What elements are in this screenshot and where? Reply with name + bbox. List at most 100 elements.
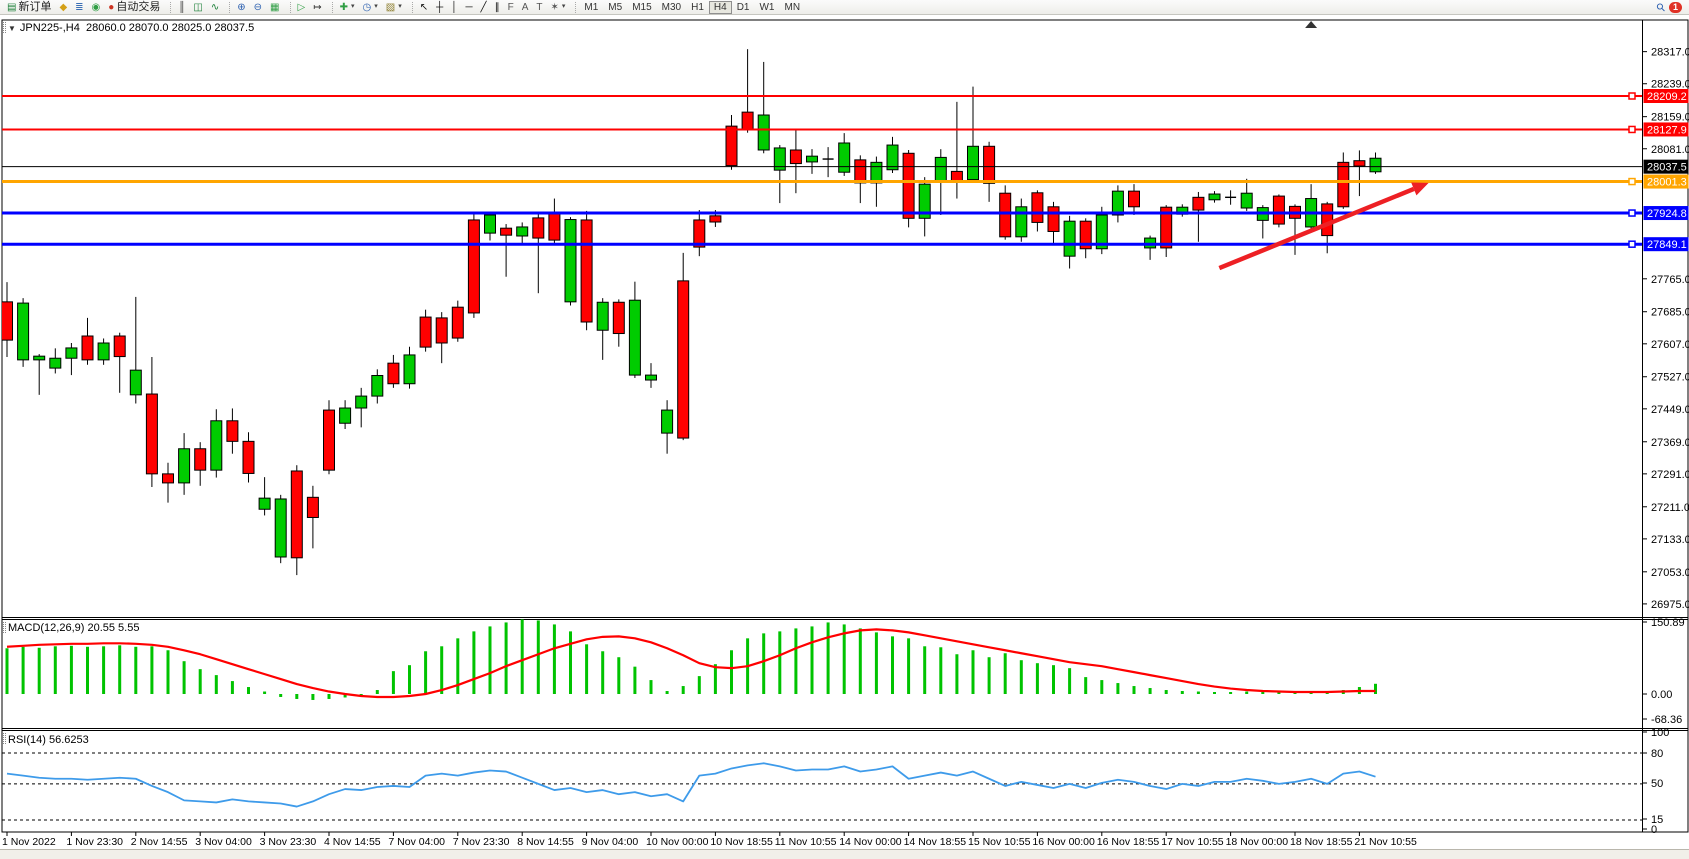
symbol-timeframe-label: JPN225-,H4 bbox=[19, 22, 80, 34]
crosshair-icon: ┼ bbox=[436, 1, 444, 13]
candles bbox=[2, 49, 1382, 576]
svg-text:1 Nov 23:30: 1 Nov 23:30 bbox=[66, 836, 123, 848]
svg-text:14 Nov 18:55: 14 Nov 18:55 bbox=[904, 836, 967, 848]
toolbar-navigator-button[interactable]: ≣ bbox=[71, 1, 87, 14]
svg-text:27053.0: 27053.0 bbox=[1651, 567, 1689, 579]
navigator-icon: ≣ bbox=[75, 1, 84, 13]
toolbar-fibonacci-tool-button[interactable]: F bbox=[504, 1, 518, 14]
timeframe-m5-button[interactable]: M5 bbox=[603, 1, 627, 14]
macd-pane: 150.89 0.00 -68.36 bbox=[5, 617, 1685, 726]
svg-text:100: 100 bbox=[1651, 727, 1669, 739]
timeframe-m30-button[interactable]: M30 bbox=[657, 1, 686, 14]
toolbar-separator bbox=[569, 1, 577, 13]
chart-shift-icon: ↦ bbox=[313, 1, 322, 13]
svg-text:11 Nov 10:55: 11 Nov 10:55 bbox=[775, 836, 837, 848]
zoom-out-icon: ⊖ bbox=[253, 1, 263, 13]
chart-shift-marker[interactable] bbox=[1305, 21, 1318, 28]
horizontal-line-28209.2[interactable]: 28209.2 bbox=[2, 89, 1689, 103]
indicators-list-icon: ✚ bbox=[339, 1, 348, 13]
svg-text:28001.3: 28001.3 bbox=[1647, 177, 1687, 189]
svg-text:16 Nov 00:00: 16 Nov 00:00 bbox=[1032, 836, 1095, 848]
svg-text:26975.0: 26975.0 bbox=[1651, 599, 1689, 611]
symbol-dropdown-icon[interactable]: ▼ bbox=[8, 24, 16, 33]
svg-text:4 Nov 14:55: 4 Nov 14:55 bbox=[324, 836, 381, 848]
trend-line-tool-icon: ╱ bbox=[480, 1, 487, 13]
svg-text:28159.0: 28159.0 bbox=[1651, 112, 1689, 124]
svg-text:10 Nov 00:00: 10 Nov 00:00 bbox=[646, 836, 709, 848]
search-icon[interactable]: ⚲ bbox=[1654, 0, 1669, 15]
notification-badge[interactable]: 1 bbox=[1668, 1, 1682, 13]
toolbar-text-label-tool-button[interactable]: T bbox=[532, 1, 546, 14]
toolbar-market-watch-button[interactable]: ◆ bbox=[55, 1, 71, 14]
toolbar-text-tool-button[interactable]: A bbox=[518, 1, 533, 14]
toolbar-zoom-out-button[interactable]: ⊖ bbox=[250, 1, 266, 14]
toolbar-auto-trading-button[interactable]: ● 自动交易 bbox=[104, 1, 164, 14]
rsi-pane: 100 80 50 150 bbox=[2, 727, 1669, 836]
line-chart-mode-icon: ∿ bbox=[210, 1, 220, 13]
fibonacci-tool-icon: F bbox=[507, 1, 514, 13]
svg-text:14 Nov 00:00: 14 Nov 00:00 bbox=[839, 836, 902, 848]
time-axis[interactable]: 1 Nov 2022 1 Nov 23:30 2 Nov 14:55 3 Nov 04… bbox=[2, 832, 1417, 848]
toolbar-indicators-list-button[interactable]: ✚ ▾ bbox=[336, 1, 359, 14]
svg-text:3 Nov 04:00: 3 Nov 04:00 bbox=[195, 836, 252, 848]
horizontal-line-27924.8[interactable]: 27924.8 bbox=[2, 206, 1689, 221]
toolbar-crosshair-button[interactable]: ┼ bbox=[432, 1, 447, 14]
svg-text:0: 0 bbox=[1651, 824, 1657, 836]
timeframe-m15-button[interactable]: M15 bbox=[627, 1, 656, 14]
main-toolbar: ▤ 新订单 ◆ ≣ ◉ ● 自动交易 ║ ◫ ∿ ⊕ ⊖ ▦ ▷ ↦ ✚ ▾ ◷ ▾ ▧ ▾ ↖ ┼ │ ─ ╱ ∥ F A T ✶ ▾ M1 M… bbox=[0, 0, 1689, 15]
horizontal-line-28037.5[interactable]: 28037.5 bbox=[2, 159, 1689, 174]
toolbar-bar-chart-mode-button[interactable]: ║ bbox=[174, 1, 189, 14]
svg-text:27133.0: 27133.0 bbox=[1651, 534, 1689, 546]
timeframe-h4-button[interactable]: H4 bbox=[708, 0, 732, 14]
trend-arrow-annotation[interactable] bbox=[1218, 182, 1429, 271]
svg-text:17 Nov 10:55: 17 Nov 10:55 bbox=[1161, 836, 1224, 848]
svg-text:80: 80 bbox=[1651, 748, 1663, 760]
chevron-down-icon: ▾ bbox=[398, 3, 402, 10]
toolbar-auto-scroll-button[interactable]: ▷ bbox=[294, 1, 310, 14]
svg-text:150.89: 150.89 bbox=[1651, 617, 1685, 629]
zoom-in-icon: ⊕ bbox=[237, 1, 246, 13]
toolbar-horizontal-line-tool-button[interactable]: ─ bbox=[461, 1, 476, 14]
toolbar-separator bbox=[326, 1, 333, 13]
svg-text:28037.5: 28037.5 bbox=[1647, 162, 1687, 174]
svg-text:3 Nov 23:30: 3 Nov 23:30 bbox=[260, 836, 317, 848]
toolbar-data-center-button[interactable]: ◉ bbox=[88, 1, 105, 14]
toolbar-new-order-button[interactable]: ▤ 新订单 bbox=[3, 1, 55, 14]
toolbar-separator bbox=[284, 1, 291, 13]
toolbar-equidistant-channel-tool-button[interactable]: ∥ bbox=[491, 1, 504, 14]
svg-text:27765.0: 27765.0 bbox=[1651, 274, 1689, 286]
toolbar-line-chart-mode-button[interactable]: ∿ bbox=[207, 1, 223, 14]
toolbar-chart-shift-button[interactable]: ↦ bbox=[309, 1, 325, 14]
svg-text:27527.0: 27527.0 bbox=[1651, 372, 1689, 384]
toolbar-candlestick-mode-button[interactable]: ◫ bbox=[189, 1, 206, 14]
horizontal-line-28001.3[interactable]: 28001.3 bbox=[2, 174, 1689, 189]
macd-signal-line bbox=[6, 628, 1376, 699]
toolbar-vertical-line-tool-button[interactable]: │ bbox=[447, 1, 461, 14]
toolbar-zoom-in-button[interactable]: ⊕ bbox=[233, 1, 249, 14]
toolbar-cursor-button[interactable]: ↖ bbox=[416, 1, 432, 14]
timeframe-m1-button[interactable]: M1 bbox=[579, 1, 603, 14]
svg-text:1 Nov 2022: 1 Nov 2022 bbox=[2, 836, 56, 848]
bar-chart-mode-icon: ║ bbox=[178, 1, 186, 13]
timeframe-h1-button[interactable]: H1 bbox=[686, 1, 709, 14]
timeframe-mn-button[interactable]: MN bbox=[779, 1, 805, 14]
periods-icon: ◷ bbox=[362, 1, 372, 13]
ohlc-values: 28060.0 28070.0 28025.0 28037.5 bbox=[85, 22, 255, 34]
toolbar-trend-line-tool-button[interactable]: ╱ bbox=[477, 1, 491, 14]
toolbar-periods-button[interactable]: ◷ ▾ bbox=[359, 1, 382, 14]
horizontal-line-27849.1[interactable]: 27849.1 bbox=[2, 237, 1689, 252]
timeframe-d1-button[interactable]: D1 bbox=[732, 1, 755, 14]
rsi-indicator-label: RSI(14) 56.6253 bbox=[8, 734, 89, 746]
toolbar-templates-button[interactable]: ▧ ▾ bbox=[382, 1, 406, 14]
svg-text:15: 15 bbox=[1651, 814, 1663, 826]
text-tool-icon: A bbox=[521, 1, 529, 13]
horizontal-line-28127.9[interactable]: 28127.9 bbox=[2, 122, 1689, 137]
svg-text:9 Nov 04:00: 9 Nov 04:00 bbox=[582, 836, 639, 848]
toolbar-tile-windows-button[interactable]: ▦ bbox=[266, 1, 283, 14]
toolbar-arrows-tool-button[interactable]: ✶ ▾ bbox=[546, 1, 569, 14]
timeframe-w1-button[interactable]: W1 bbox=[754, 1, 779, 14]
svg-text:27211.0: 27211.0 bbox=[1651, 502, 1689, 514]
auto-trading-label: 自动交易 bbox=[116, 1, 161, 13]
chevron-down-icon: ▾ bbox=[374, 3, 378, 10]
